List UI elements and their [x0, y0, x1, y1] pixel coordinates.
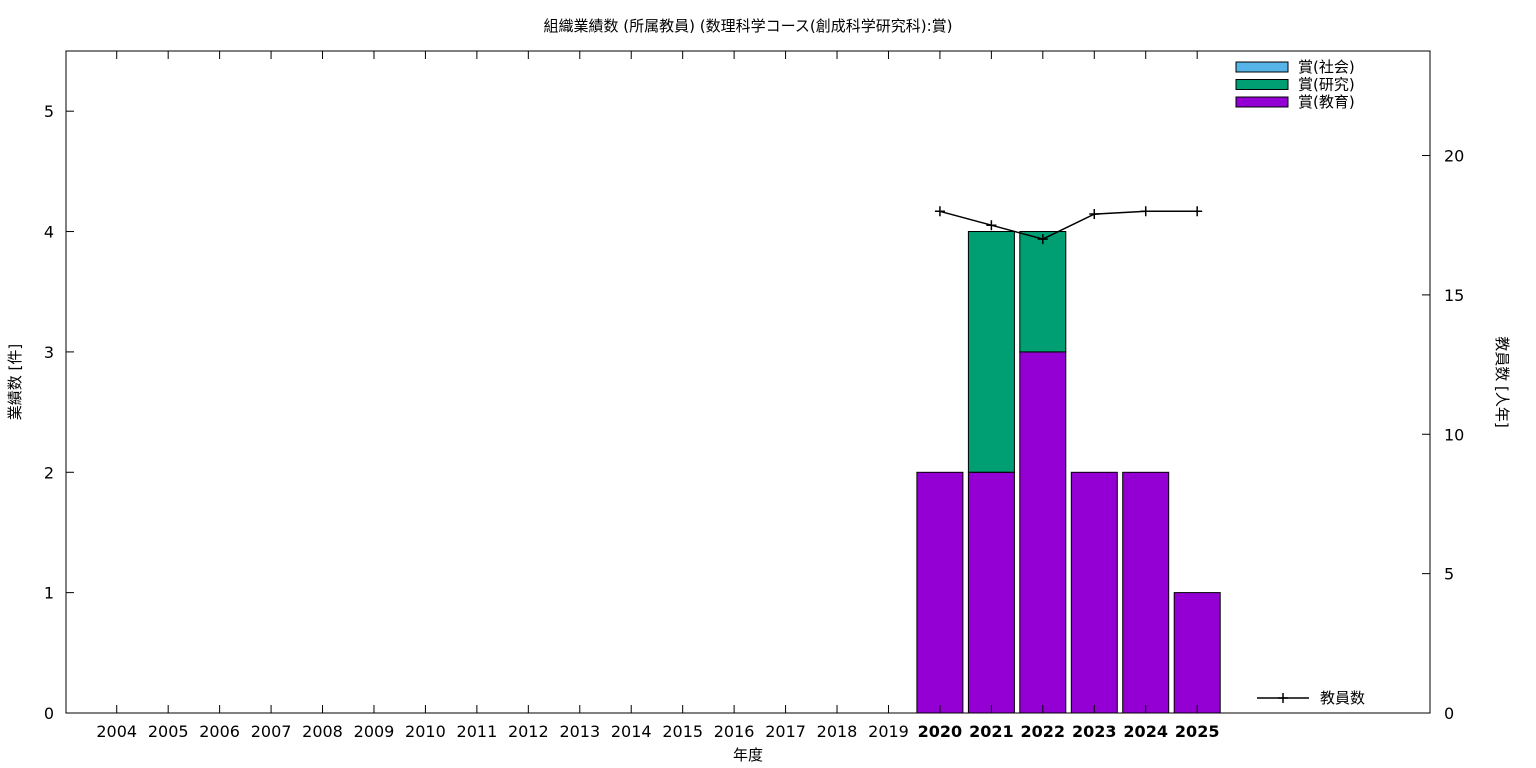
staff-point-2025 [1192, 206, 1203, 217]
x-tick-label: 2012 [508, 722, 549, 741]
y2-tick-label: 15 [1444, 286, 1464, 305]
staff-line [939, 210, 1198, 240]
y-tick-label: 0 [44, 704, 54, 723]
bar-2021-1 [967, 231, 1015, 473]
y-tick-label: 2 [44, 463, 54, 482]
legend-label: 賞(研究) [1298, 76, 1355, 94]
bars [916, 231, 1221, 714]
x-tick-label: 2016 [714, 722, 755, 741]
legend-label: 賞(教育) [1298, 93, 1355, 111]
x-tick-label: 2015 [662, 722, 703, 741]
y2-axis-label: 教員数 [人年] [1493, 336, 1511, 427]
y-tick-label: 1 [44, 584, 54, 603]
x-tick-labels: 2004 2005 2006 2007 2008 2009 2010 2011 2012 2013… [96, 722, 1219, 741]
legend-label: 賞(社会) [1298, 58, 1355, 76]
staff-point-2023 [1089, 209, 1100, 220]
staff-point-2021 [986, 220, 997, 231]
legend-swatch [1235, 79, 1289, 90]
legend-line-marker [1278, 693, 1288, 703]
x-tick-label: 2008 [302, 722, 343, 741]
legend-line-label: 教員数 [1320, 689, 1365, 707]
plot-frame [65, 50, 1431, 714]
legend-swatch [1235, 61, 1289, 73]
x-tick-label: 2017 [765, 722, 806, 741]
bar-2022-1 [1019, 231, 1067, 353]
x-tick-label: 2005 [148, 722, 189, 741]
x-tick-label: 2006 [199, 722, 240, 741]
y-axis-label: 業績数 [件] [6, 344, 24, 420]
x-tick-label: 2025 [1175, 722, 1220, 741]
x-tick-label: 2010 [405, 722, 446, 741]
y2-tick-label: 0 [1444, 704, 1454, 723]
x-tick-label: 2019 [868, 722, 909, 741]
staff-point-2024 [1140, 206, 1151, 217]
bar-2025-0 [1173, 592, 1221, 714]
x-tick-label: 2022 [1021, 722, 1066, 741]
x-tick-label: 2023 [1072, 722, 1117, 741]
x-tick-label: 2018 [817, 722, 858, 741]
bar-2024-0 [1122, 471, 1170, 714]
x-tick-label: 2011 [457, 722, 498, 741]
x-tick-label: 2013 [559, 722, 600, 741]
ticks [66, 51, 1430, 714]
bar-2021-0 [967, 471, 1015, 714]
staff-point-2020 [934, 206, 945, 217]
y-tick-label: 3 [44, 343, 54, 362]
bar-2020-0 [916, 471, 964, 714]
x-tick-label: 2007 [251, 722, 292, 741]
y2-tick-label: 10 [1444, 425, 1464, 444]
x-tick-label: 2004 [96, 722, 137, 741]
x-tick-label: 2024 [1123, 722, 1168, 741]
y2-tick-label: 5 [1444, 565, 1454, 584]
bar-2023-0 [1070, 471, 1118, 714]
y2-tick-labels: 0 5 10 15 20 [1444, 147, 1464, 724]
y2-tick-label: 20 [1444, 147, 1464, 166]
x-axis-label: 年度 [733, 746, 763, 764]
staff-point-2022 [1037, 234, 1048, 245]
legend: 賞(社会)賞(研究)賞(教育) [1235, 58, 1355, 111]
x-tick-label: 2009 [354, 722, 395, 741]
y-tick-labels: 0 1 2 3 4 5 [44, 102, 54, 723]
x-tick-label: 2021 [969, 722, 1014, 741]
y-tick-label: 5 [44, 102, 54, 121]
chart-title: 組織業績数 (所属教員) (数理科学コース(創成科学研究科):賞) [544, 17, 953, 35]
bar-2022-0 [1019, 351, 1067, 714]
y-tick-label: 4 [44, 223, 54, 242]
legend-staff: 教員数 [1257, 689, 1365, 707]
x-tick-label: 2014 [611, 722, 652, 741]
x-tick-label: 2020 [918, 722, 963, 741]
staff-line-layer [934, 206, 1203, 245]
legend-swatch [1235, 96, 1289, 108]
